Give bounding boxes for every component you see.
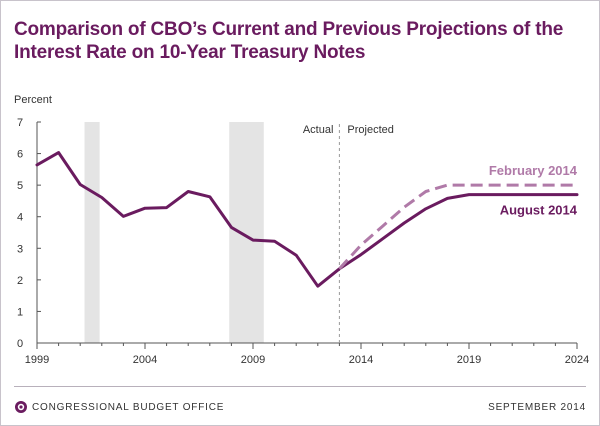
x-tick-label: 1999	[25, 354, 49, 366]
series-label-february-2014: February 2014	[489, 163, 578, 178]
recession-shade-1	[229, 122, 264, 343]
y-axis-label: Percent	[14, 94, 52, 106]
actual-label: Actual	[303, 124, 334, 136]
footer-organization: CONGRESSIONAL BUDGET OFFICE	[32, 402, 225, 413]
x-tick-label: 2009	[241, 354, 265, 366]
series-line-february-2014	[338, 183, 577, 270]
y-tick-label: 4	[17, 212, 23, 224]
x-tick-label: 2004	[133, 354, 157, 366]
y-tick-label: 6	[17, 149, 23, 161]
y-tick-label: 1	[17, 306, 23, 318]
x-tick-label: 2024	[565, 354, 589, 366]
x-tick-label: 2014	[349, 354, 373, 366]
y-tick-label: 5	[17, 180, 23, 192]
projected-label: Projected	[347, 124, 393, 136]
y-tick-label: 0	[17, 338, 23, 350]
footer-divider	[14, 386, 586, 387]
y-tick-label: 7	[17, 117, 23, 129]
series-label-august-2014: August 2014	[500, 203, 578, 218]
cbo-logo-icon	[15, 401, 27, 413]
x-tick-label: 2019	[457, 354, 481, 366]
recession-shade-0	[84, 122, 100, 343]
series-line-august-2014	[35, 151, 579, 288]
chart-title: Comparison of CBO’s Current and Previous…	[14, 19, 564, 63]
y-tick-label: 2	[17, 275, 23, 287]
y-tick-label: 3	[17, 243, 23, 255]
footer-date: SEPTEMBER 2014	[488, 402, 586, 413]
